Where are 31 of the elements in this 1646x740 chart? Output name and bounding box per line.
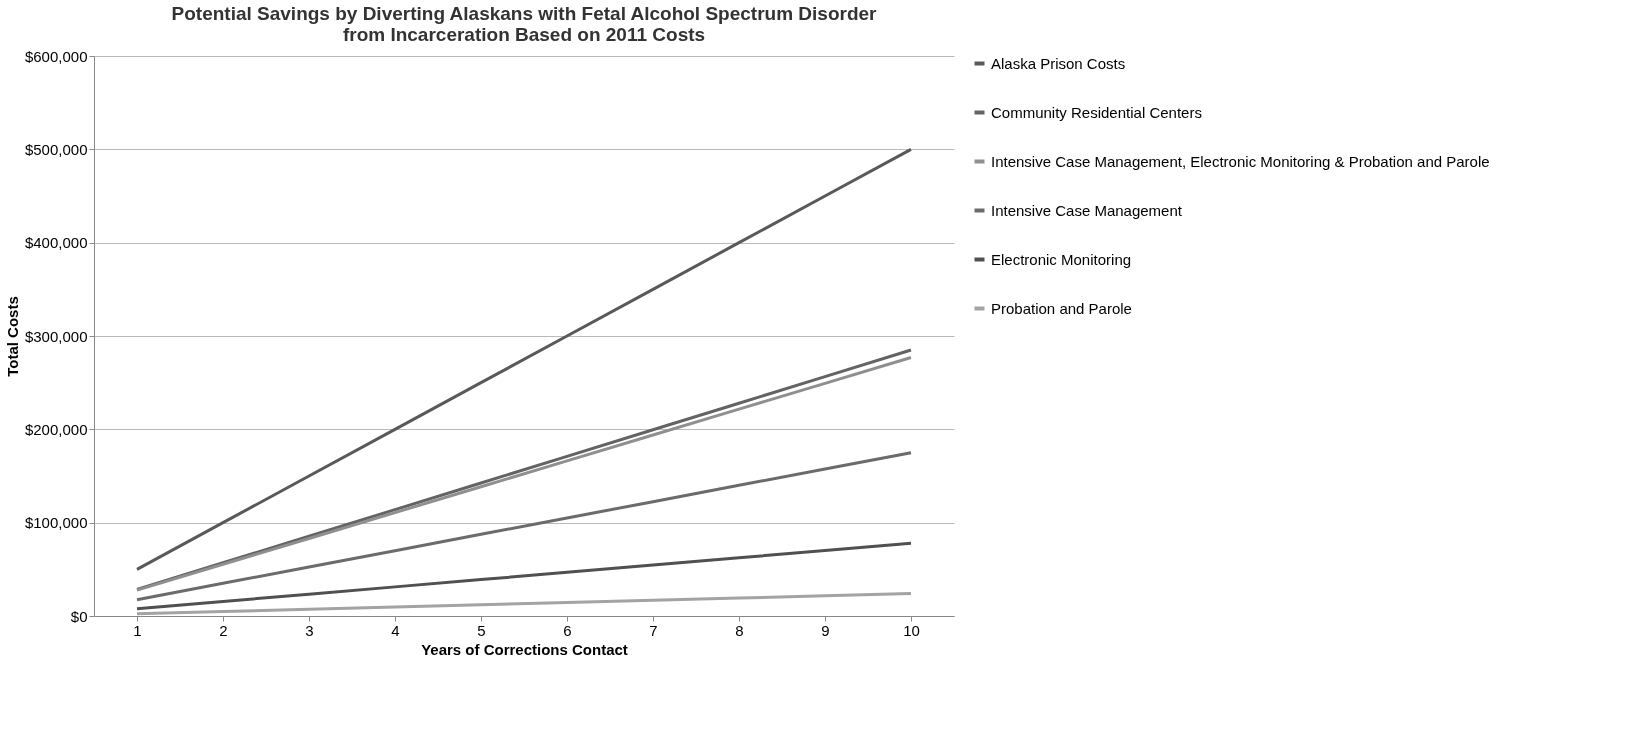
x-tick-label: 5 xyxy=(477,621,486,639)
line-series xyxy=(135,451,913,602)
line-series xyxy=(135,147,913,571)
x-tick-label: 6 xyxy=(563,621,572,639)
x-axis-title: Years of Corrections Contact xyxy=(421,640,628,658)
x-tick-label: 4 xyxy=(391,621,400,639)
y-tick-label: $100,000 xyxy=(24,514,88,532)
y-tick-label: $0 xyxy=(70,607,88,625)
y-tick-label: $400,000 xyxy=(24,234,88,252)
y-tick-label: $500,000 xyxy=(24,140,88,158)
text: Potential Savings by Diverting Alaskans with Fetal Alcohol Spectrum Disorder xyxy=(171,3,877,24)
legend-label: Electronic Monitoring xyxy=(991,250,1132,268)
x-tick-label: 10 xyxy=(903,621,920,639)
text: from Incarceration Based on 2011 Costs xyxy=(342,24,706,45)
x-tick-label: 1 xyxy=(133,621,142,639)
line-series xyxy=(135,541,913,611)
y-tick-label: $200,000 xyxy=(24,420,88,438)
y-tick-label: $300,000 xyxy=(24,327,88,345)
y-tick-label: $600,000 xyxy=(24,47,88,65)
x-tick-label: 9 xyxy=(821,621,830,639)
legend-label: Community Residential Centers xyxy=(991,103,1202,121)
x-tick-label: 8 xyxy=(735,621,744,639)
legend-label: Intensive Case Management xyxy=(991,201,1183,219)
line-series xyxy=(135,592,913,616)
x-tick-label: 3 xyxy=(305,621,314,639)
legend-label: Probation and Parole xyxy=(991,299,1132,317)
legend-label: Alaska Prison Costs xyxy=(991,54,1126,72)
x-tick-label: 2 xyxy=(219,621,228,639)
y-axis-title: Total Costs xyxy=(3,296,21,377)
x-tick-label: 7 xyxy=(649,621,658,639)
legend-label: Intensive Case Management, Electronic Monitoring & Probation and Parole xyxy=(991,152,1490,170)
